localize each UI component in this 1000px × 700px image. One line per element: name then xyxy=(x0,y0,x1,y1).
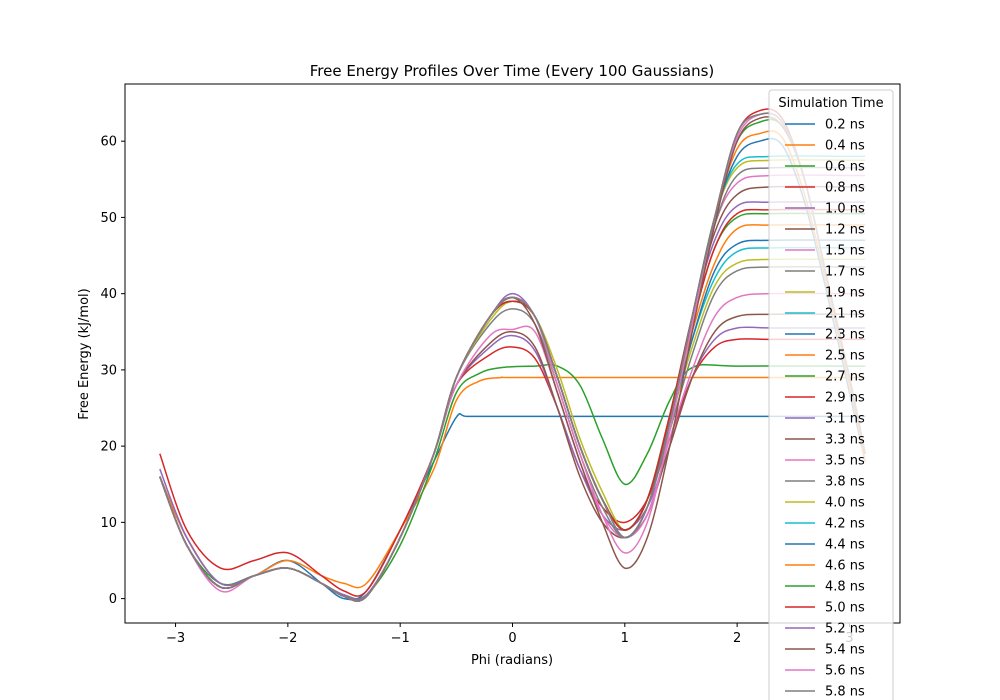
legend-label: 4.0 ns xyxy=(825,496,865,511)
legend-label: 0.8 ns xyxy=(825,181,865,196)
legend-label: 1.9 ns xyxy=(825,286,865,301)
legend-label: 2.3 ns xyxy=(825,328,865,343)
legend-label: 1.0 ns xyxy=(825,202,865,217)
series-line-0-8-ns xyxy=(159,338,866,597)
y-tick-label: 20 xyxy=(100,440,117,455)
legend-label: 2.7 ns xyxy=(825,370,865,385)
legend-label: 4.4 ns xyxy=(825,538,865,553)
legend-label: 1.5 ns xyxy=(825,244,865,259)
series-line-4-2-ns xyxy=(159,155,866,602)
series-line-4-8-ns xyxy=(159,118,866,602)
series-line-3-8-ns xyxy=(159,166,866,602)
x-tick-label: −1 xyxy=(391,631,410,646)
legend-label: 0.6 ns xyxy=(825,160,865,175)
legend-label: 3.1 ns xyxy=(825,412,865,427)
y-tick-label: 50 xyxy=(100,211,117,226)
legend-label: 0.2 ns xyxy=(825,118,865,133)
series-line-2-5-ns xyxy=(159,224,866,602)
legend-label: 5.6 ns xyxy=(825,664,865,679)
legend-label: 4.6 ns xyxy=(825,559,865,574)
y-tick-label: 40 xyxy=(100,287,117,302)
legend-label: 5.8 ns xyxy=(825,685,865,700)
legend: Simulation Time 0.2 ns 0.4 ns 0.6 ns 0.8 ns… xyxy=(768,89,894,700)
series-line-5-8-ns xyxy=(159,112,866,602)
legend-box xyxy=(768,89,894,700)
series-line-3-1-ns xyxy=(159,201,866,602)
y-tick-label: 30 xyxy=(100,363,117,378)
x-tick-label: −2 xyxy=(278,631,297,646)
series-line-1-9-ns xyxy=(159,258,866,602)
y-tick-label: 60 xyxy=(100,135,117,150)
series-line-1-7-ns xyxy=(159,265,866,602)
legend-label: 3.3 ns xyxy=(825,433,865,448)
legend-label: 2.9 ns xyxy=(825,391,865,406)
legend-title: Simulation Time xyxy=(778,96,883,111)
legend-label: 2.1 ns xyxy=(825,307,865,322)
legend-label: 5.4 ns xyxy=(825,643,865,658)
series-line-5-2-ns xyxy=(159,112,866,602)
legend-label: 4.2 ns xyxy=(825,517,865,532)
legend-label: 5.0 ns xyxy=(825,601,865,616)
series-line-0-6-ns xyxy=(159,363,866,600)
y-tick-label: 10 xyxy=(100,516,117,531)
series-line-1-0-ns xyxy=(159,326,866,601)
x-tick-label: 1 xyxy=(621,631,629,646)
series-line-4-4-ns xyxy=(159,137,866,602)
series-line-2-7-ns xyxy=(159,212,866,602)
x-tick-label: −3 xyxy=(166,631,185,646)
legend-label: 1.2 ns xyxy=(825,223,865,238)
x-tick-label: 0 xyxy=(508,631,516,646)
series-line-1-2-ns xyxy=(159,313,866,602)
legend-label: 0.4 ns xyxy=(825,139,865,154)
legend-label: 1.7 ns xyxy=(825,265,865,280)
series-line-3-5-ns xyxy=(159,174,866,602)
series-line-2-9-ns xyxy=(159,208,866,602)
series-line-5-6-ns xyxy=(159,112,866,602)
chart-title: Free Energy Profiles Over Time (Every 10… xyxy=(310,62,715,80)
legend-label: 4.8 ns xyxy=(825,580,865,595)
legend-label: 2.5 ns xyxy=(825,349,865,364)
legend-label: 3.5 ns xyxy=(825,454,865,469)
series-line-5-0-ns xyxy=(159,108,866,602)
series-line-4-0-ns xyxy=(159,158,866,602)
x-axis: −3−2−10123 xyxy=(166,623,854,646)
y-tick-label: 0 xyxy=(109,592,117,607)
y-axis-label: Free Energy (kJ/mol) xyxy=(77,288,92,419)
series-layer xyxy=(159,108,866,602)
x-tick-label: 2 xyxy=(733,631,741,646)
series-line-5-4-ns xyxy=(159,116,866,602)
x-axis-label: Phi (radians) xyxy=(471,653,553,668)
y-axis: 0 10 20 30 40 50 60 xyxy=(100,135,125,607)
legend-label: 5.2 ns xyxy=(825,622,865,637)
legend-label: 3.8 ns xyxy=(825,475,865,490)
